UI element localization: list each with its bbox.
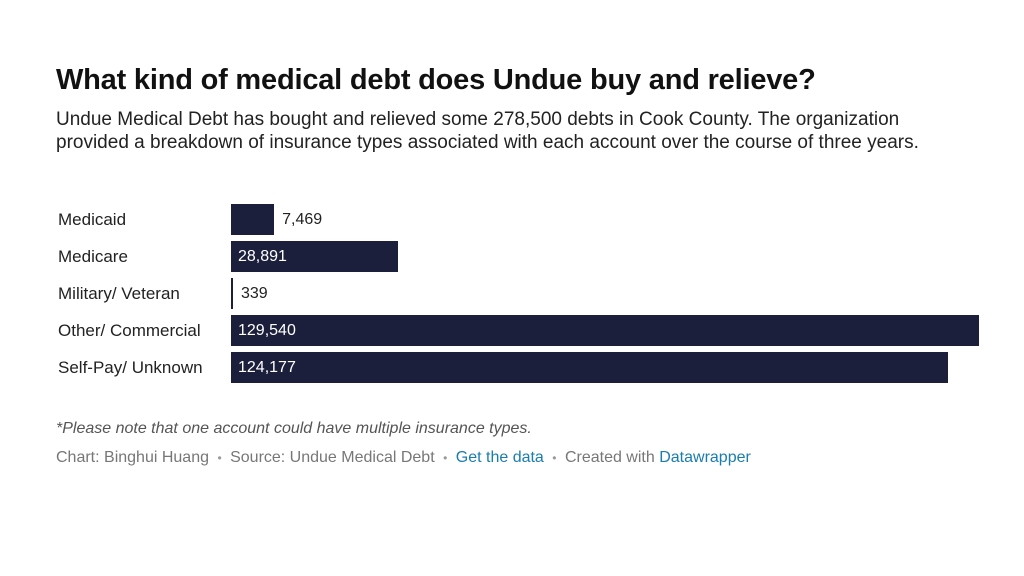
bar-row: Other/ Commercial 129,540	[56, 315, 986, 352]
bar-track: 339	[231, 278, 979, 309]
chart-card: What kind of medical debt does Undue buy…	[56, 62, 986, 466]
chart-title: What kind of medical debt does Undue buy…	[56, 64, 816, 96]
bar-track: 7,469	[231, 204, 979, 235]
bar	[231, 204, 275, 235]
bar	[231, 352, 949, 383]
bar	[231, 278, 233, 309]
bar-chart: Medicaid 7,469 Medicare 28,891 Military/ Vet…	[56, 204, 986, 389]
bar-value-label: 7,469	[282, 211, 323, 228]
footer-source: Source: Undue Medical Debt	[230, 449, 435, 466]
bar-category-label: Medicaid	[58, 210, 127, 229]
bar-row: Medicare 28,891	[56, 241, 986, 278]
footer-credit: Chart: Binghui Huang	[56, 449, 209, 466]
footer-separator: •	[217, 451, 222, 465]
bar-category-label: Other/ Commercial	[58, 321, 201, 340]
footer-created-with: Created with	[564, 449, 655, 466]
bar-row: Medicaid 7,469	[56, 204, 986, 241]
bar-track: 129,540	[231, 315, 979, 346]
bar-value-label: 28,891	[238, 248, 287, 265]
bar-category-label: Military/ Veteran	[58, 284, 180, 303]
bar-category-label: Medicare	[58, 247, 128, 266]
bar-value-label: 124,177	[238, 359, 296, 376]
chart-footer: Chart: Binghui Huang • Source: Undue Med…	[56, 449, 751, 467]
chart-subtitle: Undue Medical Debt has bought and reliev…	[56, 109, 919, 153]
footer-separator: •	[443, 451, 448, 465]
bar-category-label: Self-Pay/ Unknown	[58, 358, 203, 377]
get-the-data-link[interactable]: Get the data	[455, 449, 544, 466]
bar-row: Military/ Veteran 339	[56, 278, 986, 315]
footer-separator: •	[552, 451, 557, 465]
bar-track: 28,891	[231, 241, 979, 272]
datawrapper-link[interactable]: Datawrapper	[659, 449, 751, 466]
bar	[231, 315, 979, 346]
bar-row: Self-Pay/ Unknown 124,177	[56, 352, 986, 389]
chart-note: *Please note that one account could have…	[56, 420, 532, 437]
bar	[231, 241, 398, 272]
bar-value-label: 339	[240, 285, 268, 302]
bar-value-label: 129,540	[238, 322, 296, 339]
bar-track: 124,177	[231, 352, 979, 383]
